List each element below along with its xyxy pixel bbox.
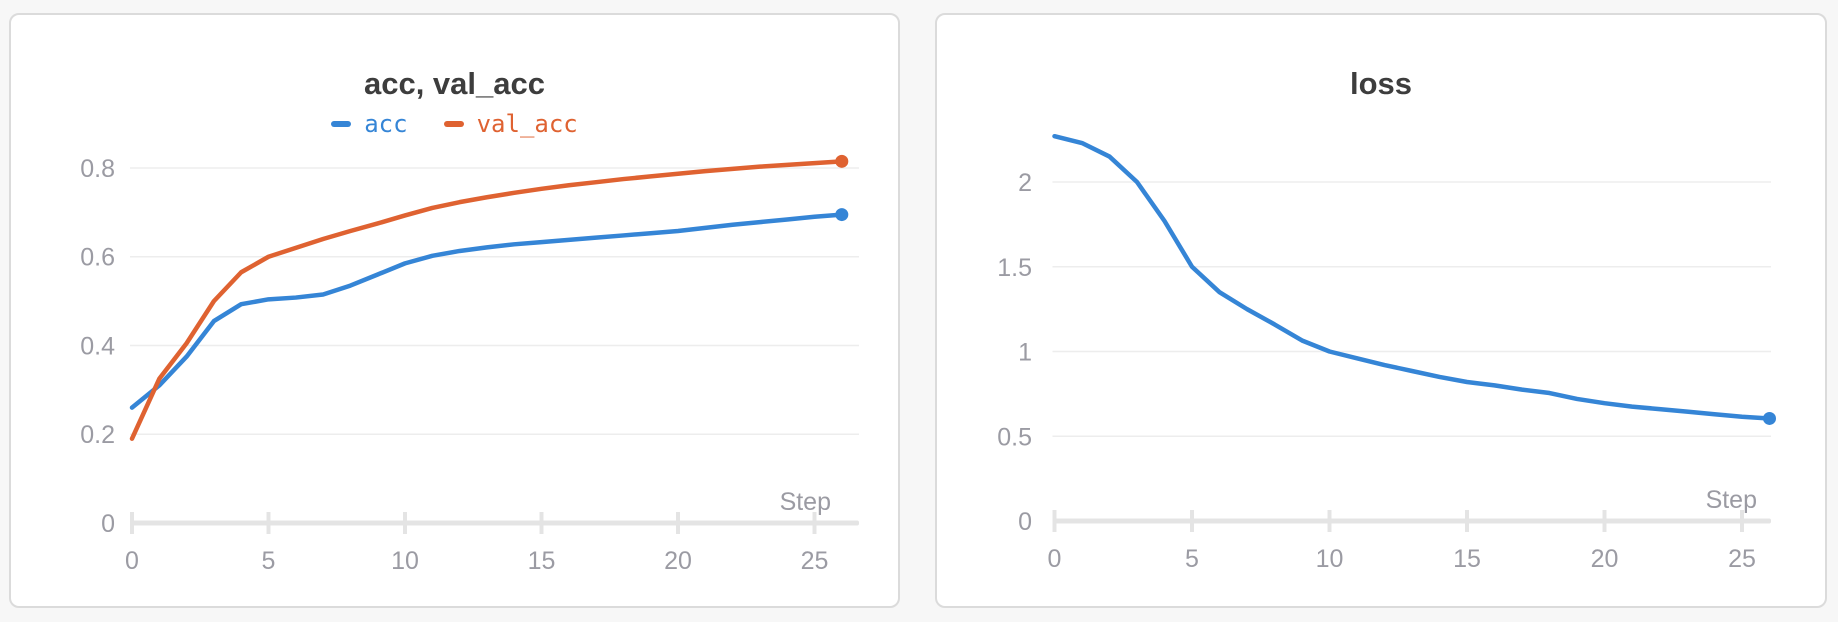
legend-swatch-acc (331, 121, 352, 127)
x-tick-label: 25 (1728, 545, 1756, 573)
y-tick-label: 0.6 (80, 244, 115, 272)
y-tick-label: 0.4 (80, 332, 115, 360)
chart-panel-loss[interactable]: loss 0 0.5 1 1.5 2 0 5 10 15 20 25 Step (935, 13, 1827, 608)
x-tick-label: 10 (1316, 545, 1344, 573)
y-tick-label: 0 (1018, 508, 1032, 536)
x-axis-line (1052, 518, 1771, 524)
x-tick-label: 15 (1453, 545, 1481, 573)
series-line-acc (129, 212, 845, 410)
x-tick-label: 15 (528, 547, 556, 575)
series-endpoint-loss (1763, 411, 1776, 425)
x-tick-label: 0 (1048, 545, 1062, 573)
series-endpoint-acc (835, 208, 849, 222)
y-tick-label: 0.2 (80, 421, 115, 449)
x-tick-label: 20 (664, 547, 692, 575)
y-tick-label: 1 (1018, 339, 1032, 367)
accuracy-chart-title: acc, val_acc (363, 66, 545, 101)
series-line-loss (1052, 133, 1772, 421)
x-tick-label: 20 (1591, 545, 1619, 573)
y-tick-label: 0 (101, 510, 115, 538)
x-tick-label: 5 (262, 547, 276, 575)
x-axis-line (130, 520, 859, 526)
x-tick-label: 25 (801, 547, 829, 575)
y-tick-label: 0.5 (997, 423, 1032, 451)
chart-panel-accuracy[interactable]: acc, val_acc acc val_acc 0 0.2 0.4 0.6 0.8 0 5 1… (9, 13, 900, 608)
accuracy-line-chart: 0 0.2 0.4 0.6 0.8 0 5 10 15 20 25 Step (80, 154, 859, 575)
loss-chart-title: loss (1349, 66, 1413, 101)
y-tick-label: 2 (1018, 169, 1032, 197)
x-tick-label: 10 (391, 547, 419, 575)
y-tick-label: 1.5 (997, 254, 1032, 282)
legend-item-val_acc[interactable]: val_acc (443, 110, 578, 138)
legend-label-val_acc: val_acc (476, 110, 578, 138)
series-endpoint-val_acc (835, 154, 849, 168)
legend-item-acc[interactable]: acc (331, 110, 408, 138)
legend-label-acc: acc (364, 110, 408, 138)
accuracy-chart-legend: acc val_acc (11, 111, 898, 137)
x-axis-title: Step (780, 488, 831, 516)
series-line-val_acc (129, 159, 845, 441)
x-tick-label: 5 (1185, 545, 1199, 573)
y-tick-label: 0.8 (80, 155, 115, 183)
x-axis-title: Step (1706, 486, 1757, 514)
x-tick-label: 0 (125, 547, 139, 575)
legend-swatch-val_acc (443, 121, 464, 127)
